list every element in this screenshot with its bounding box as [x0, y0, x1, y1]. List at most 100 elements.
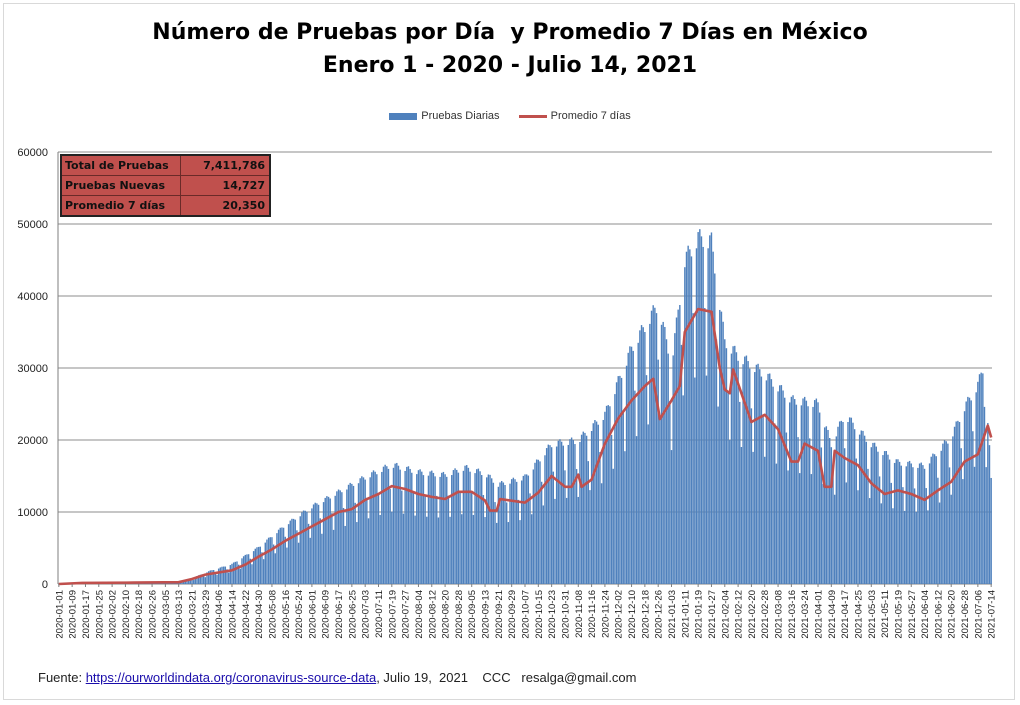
daily-test-bar [682, 395, 684, 584]
daily-test-bar [828, 437, 831, 584]
daily-test-bar [331, 513, 333, 584]
daily-test-bar [396, 462, 398, 584]
daily-test-bar [507, 522, 510, 584]
daily-test-bar [347, 484, 350, 584]
daily-test-bar [557, 440, 560, 584]
daily-test-bar [452, 470, 455, 584]
daily-test-bar [436, 495, 438, 584]
daily-test-bar [494, 502, 496, 584]
daily-test-bar [988, 445, 991, 584]
x-tick-label: 2020-05-16 [281, 590, 292, 639]
daily-test-bar [822, 483, 824, 584]
daily-test-bar [700, 236, 703, 584]
daily-test-bar [552, 471, 555, 584]
daily-test-bar [634, 390, 636, 584]
daily-test-bar [244, 554, 247, 584]
daily-test-bar [837, 426, 839, 584]
legend-item-line: Promedio 7 días [518, 110, 631, 122]
daily-test-bar [446, 476, 448, 584]
daily-test-bar [973, 466, 976, 584]
daily-test-bar [815, 398, 818, 584]
daily-test-bar [364, 479, 366, 584]
daily-test-bar [838, 421, 841, 584]
daily-test-bar [635, 436, 638, 584]
daily-test-bar [264, 542, 266, 584]
daily-test-bar [204, 577, 207, 584]
daily-test-bar [777, 391, 779, 584]
daily-test-bar [575, 469, 578, 584]
daily-test-bar [987, 422, 989, 584]
daily-test-bar [349, 482, 351, 584]
daily-test-bar [189, 578, 192, 584]
daily-test-bar [512, 477, 515, 584]
daily-test-bar [935, 456, 937, 584]
daily-test-bar [486, 477, 488, 584]
daily-test-bar [790, 396, 793, 584]
daily-test-bar [725, 348, 728, 584]
x-tick-label: 2020-10-07 [521, 590, 532, 639]
daily-test-bar [226, 569, 228, 584]
daily-test-bar [537, 459, 540, 584]
daily-test-bar [597, 424, 599, 584]
daily-test-bar [277, 529, 280, 584]
daily-test-bar [201, 574, 203, 584]
daily-test-bar [492, 482, 495, 584]
daily-test-bar [607, 405, 609, 584]
daily-test-bar [421, 471, 423, 584]
daily-test-bar [925, 488, 927, 584]
daily-test-bar [880, 503, 882, 584]
legend-swatch-bars [389, 112, 418, 120]
daily-test-bar [249, 558, 252, 584]
daily-test-bar [805, 400, 808, 584]
stats-label: Pruebas Nuevas [62, 176, 181, 195]
x-tick-label: 2020-01-01 [54, 590, 65, 639]
daily-test-bar [381, 471, 383, 584]
daily-test-bar [454, 468, 456, 584]
daily-test-bar [862, 430, 864, 584]
daily-test-bar [267, 537, 270, 584]
daily-test-bar [980, 372, 982, 584]
daily-test-bar [875, 446, 877, 584]
daily-test-bar [181, 581, 183, 584]
daily-test-bar [422, 475, 425, 584]
daily-test-bar [284, 536, 286, 584]
daily-test-bar [755, 364, 758, 584]
daily-test-bar [382, 466, 385, 584]
stats-row: Total de Pruebas 7,411,786 [62, 156, 269, 176]
x-tick-label: 2020-02-10 [121, 590, 132, 639]
daily-test-bar [883, 451, 886, 584]
daily-test-bar [311, 508, 313, 584]
daily-test-bar [582, 431, 584, 584]
daily-test-bar [760, 376, 763, 584]
legend-label-bars: Pruebas Diarias [421, 110, 500, 123]
daily-test-bar [900, 465, 902, 584]
daily-test-bar [462, 470, 465, 584]
daily-test-bar [868, 498, 871, 584]
daily-test-bar [592, 423, 594, 584]
source-link[interactable]: https://ourworldindata.org/coronavirus-s… [85, 670, 377, 685]
daily-test-bar [560, 441, 563, 584]
daily-test-bar [497, 486, 500, 584]
chart-title: Número de Pruebas por Día y Promedio 7 D… [0, 16, 1020, 82]
x-tick-label: 2020-07-03 [361, 590, 372, 639]
daily-test-bar [609, 406, 611, 584]
daily-test-bar [520, 480, 523, 584]
daily-test-bar [622, 411, 624, 584]
daily-test-bar [534, 462, 536, 584]
x-tick-label: 2020-08-28 [454, 590, 465, 639]
daily-test-bar [835, 436, 838, 584]
daily-test-bar [401, 490, 403, 584]
daily-test-bar [339, 490, 341, 584]
daily-test-bar [660, 324, 663, 584]
daily-test-bar [957, 420, 959, 584]
x-tick-label: 2020-07-11 [374, 590, 385, 638]
x-tick-label: 2021-04-17 [840, 590, 851, 639]
daily-test-bar [705, 375, 708, 584]
daily-test-bar [632, 350, 634, 584]
daily-test-bar [918, 463, 921, 584]
daily-test-bar [476, 469, 478, 584]
stats-label: Promedio 7 días [62, 196, 181, 215]
daily-test-bar [490, 478, 493, 584]
daily-test-bar [898, 461, 901, 584]
